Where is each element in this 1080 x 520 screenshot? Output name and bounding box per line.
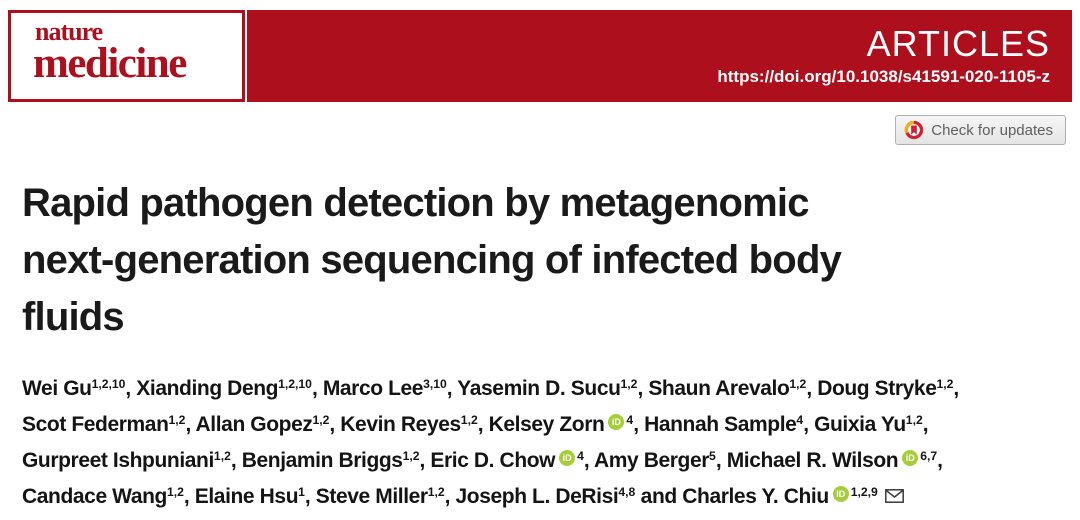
author-separator: , bbox=[419, 449, 431, 472]
author-list: Wei Gu1,2,10, Xianding Deng1,2,10, Marco… bbox=[22, 372, 1070, 516]
author-separator: and bbox=[635, 485, 683, 508]
envelope-icon[interactable] bbox=[884, 480, 904, 513]
author-name: Xianding Deng bbox=[136, 377, 279, 400]
author-name: Joseph L. DeRisi bbox=[455, 485, 619, 508]
author-separator: , bbox=[304, 485, 316, 508]
author-separator: , bbox=[230, 449, 242, 472]
author-name: Shaun Arevalo bbox=[648, 377, 790, 400]
author-name: Eric D. Chow bbox=[430, 449, 556, 472]
author-name: Doug Stryke bbox=[817, 377, 937, 400]
author-affiliation-superscript: 1,2,10 bbox=[278, 377, 312, 392]
author-name: Amy Berger bbox=[593, 449, 710, 472]
author-name: Allan Gopez bbox=[195, 413, 313, 436]
orcid-icon[interactable]: iD bbox=[832, 486, 849, 503]
author-separator: , bbox=[446, 377, 458, 400]
journal-logo-medicine: medicine bbox=[33, 40, 187, 87]
author-line: Wei Gu1,2,10, Xianding Deng1,2,10, Marco… bbox=[22, 372, 1070, 408]
author-affiliation-superscript: 4 bbox=[577, 449, 584, 464]
journal-masthead: nature medicine ARTICLES https://doi.org… bbox=[8, 10, 1072, 102]
title-line: Rapid pathogen detection by metagenomic bbox=[22, 181, 809, 225]
author-affiliation-superscript: 1 bbox=[298, 485, 305, 500]
author-affiliation-superscript: 1,2 bbox=[168, 413, 186, 428]
author-name: Kevin Reyes bbox=[340, 413, 461, 436]
author-affiliation-superscript: 6,7 bbox=[920, 449, 938, 464]
author-name: Marco Lee bbox=[322, 377, 424, 400]
author-affiliation-superscript: 1,2 bbox=[460, 413, 478, 428]
author-affiliation-superscript: 3,10 bbox=[423, 377, 447, 392]
orcid-icon[interactable]: iD bbox=[608, 414, 625, 431]
title-line: next-generation sequencing of infected b… bbox=[22, 238, 842, 282]
author-name: Hannah Sample bbox=[644, 413, 797, 436]
author-name: Elaine Hsu bbox=[194, 485, 299, 508]
author-affiliation-superscript: 4 bbox=[626, 413, 634, 428]
author-separator: , bbox=[806, 377, 818, 400]
author-name: Kelsey Zorn bbox=[488, 413, 605, 436]
author-separator: , bbox=[953, 377, 959, 400]
author-line: Candace Wang1,2, Elaine Hsu1, Steve Mill… bbox=[22, 480, 1070, 516]
author-name: Benjamin Briggs bbox=[241, 449, 403, 472]
author-affiliation-superscript: 1,2 bbox=[936, 377, 954, 392]
author-affiliation-superscript: 1,2,10 bbox=[91, 377, 126, 392]
author-name: Wei Gu bbox=[22, 377, 92, 400]
author-separator: , bbox=[329, 413, 341, 436]
journal-logo: nature medicine bbox=[8, 10, 245, 102]
author-name: Steve Miller bbox=[315, 485, 428, 508]
author-separator: , bbox=[583, 449, 594, 472]
author-affiliation-superscript: 4,8 bbox=[618, 485, 636, 500]
author-separator: , bbox=[937, 449, 943, 472]
badge-row: Check for updates bbox=[0, 115, 1066, 145]
journal-logo-nature: nature bbox=[35, 17, 103, 46]
author-affiliation-superscript: 1,2 bbox=[402, 449, 420, 464]
author-separator: , bbox=[803, 413, 815, 436]
check-for-updates-label: Check for updates bbox=[931, 121, 1053, 139]
doi-link[interactable]: https://doi.org/10.1038/s41591-020-1105-… bbox=[717, 67, 1050, 87]
author-name: Yasemin D. Sucu bbox=[457, 377, 621, 400]
author-separator: , bbox=[183, 485, 195, 508]
author-affiliation-superscript: 1,2 bbox=[905, 413, 923, 428]
author-affiliation-superscript: 1,2 bbox=[620, 377, 638, 392]
check-for-updates-button[interactable]: Check for updates bbox=[895, 115, 1066, 145]
author-name: Michael R. Wilson bbox=[726, 449, 899, 472]
orcid-icon[interactable]: iD bbox=[559, 450, 576, 467]
author-separator: , bbox=[125, 377, 137, 400]
author-separator: , bbox=[637, 377, 649, 400]
section-label: ARTICLES bbox=[866, 22, 1050, 64]
author-name: Scot Federman bbox=[22, 413, 169, 436]
article-title: Rapid pathogen detection by metagenomic … bbox=[22, 175, 1056, 346]
author-name: Candace Wang bbox=[22, 485, 167, 508]
author-affiliation-superscript: 1,2 bbox=[166, 485, 184, 500]
author-affiliation-superscript: 1,2 bbox=[312, 413, 330, 428]
crossmark-icon bbox=[904, 120, 924, 140]
article-page: nature medicine ARTICLES https://doi.org… bbox=[0, 10, 1080, 520]
author-separator: , bbox=[715, 449, 727, 472]
author-affiliation-superscript: 1,2 bbox=[213, 449, 231, 464]
author-separator: , bbox=[185, 413, 196, 436]
author-separator: , bbox=[922, 413, 929, 436]
author-affiliation-superscript: 1,2,9 bbox=[850, 485, 878, 500]
author-separator: , bbox=[477, 413, 489, 436]
author-affiliation-superscript: 1,2 bbox=[789, 377, 807, 392]
author-separator: , bbox=[444, 485, 456, 508]
author-separator: , bbox=[633, 413, 645, 436]
author-line: Scot Federman1,2, Allan Gopez1,2, Kevin … bbox=[22, 408, 1070, 444]
title-line: fluids bbox=[22, 295, 125, 339]
author-separator: , bbox=[311, 377, 323, 400]
author-affiliation-superscript: 1,2 bbox=[427, 485, 445, 500]
author-affiliation-superscript: 5 bbox=[709, 449, 716, 464]
author-affiliation-superscript: 4 bbox=[796, 413, 804, 428]
author-name: Guixia Yu bbox=[814, 413, 906, 436]
author-name: Charles Y. Chiu bbox=[682, 485, 829, 508]
section-banner: ARTICLES https://doi.org/10.1038/s41591-… bbox=[247, 10, 1072, 102]
author-name: Gurpreet Ishpuniani bbox=[22, 449, 214, 472]
orcid-icon[interactable]: iD bbox=[902, 450, 919, 467]
author-line: Gurpreet Ishpuniani1,2, Benjamin Briggs1… bbox=[22, 444, 1070, 480]
